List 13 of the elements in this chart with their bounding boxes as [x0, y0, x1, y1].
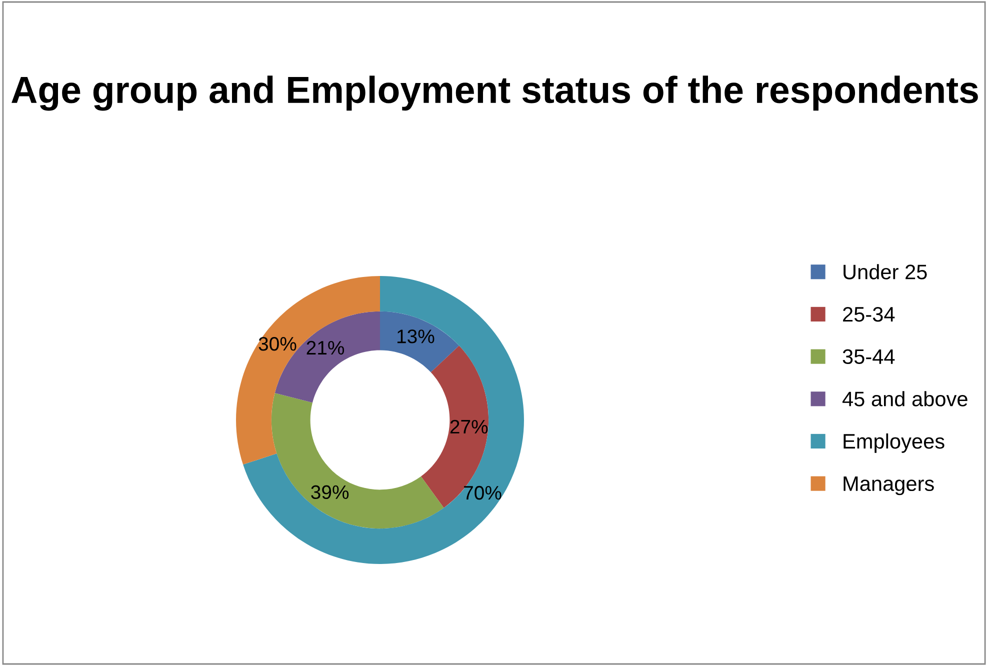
- legend-label: 35-44: [842, 349, 895, 364]
- data-label: 13%: [397, 330, 434, 344]
- legend-label: Under 25: [844, 264, 927, 280]
- data-label: 70%: [464, 486, 502, 500]
- legend-label: Employees: [844, 433, 944, 453]
- data-label: 39%: [311, 485, 349, 500]
- legend-label: 25-34: [843, 306, 895, 322]
- chart-title: Age group and Employment status of the respondents: [12, 76, 978, 111]
- data-label: 30%: [258, 336, 296, 351]
- legend-label: 45 and above: [842, 391, 968, 406]
- data-label: 21%: [306, 340, 344, 355]
- data-label: 27%: [450, 420, 488, 434]
- legend-label: Managers: [844, 476, 934, 496]
